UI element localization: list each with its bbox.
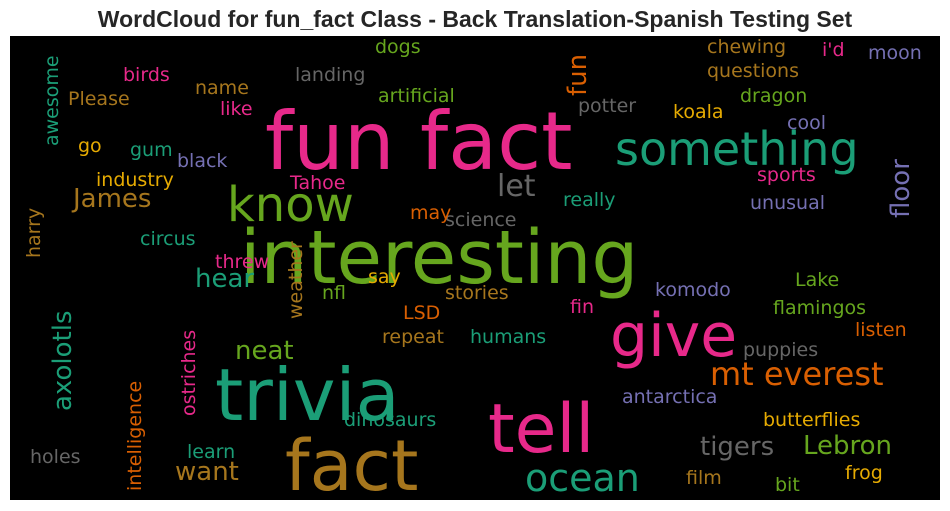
word-tell: tell (488, 390, 595, 469)
word-name: name (195, 77, 249, 99)
word-lsd: LSD (403, 302, 441, 324)
word-antarctica: antarctica (622, 386, 718, 408)
wordcloud-canvas: fun fact interesting trivia fact tell give kno… (10, 36, 940, 500)
word-lake: Lake (795, 269, 840, 291)
word-landing: landing (295, 64, 366, 86)
word-ostriches: ostriches (178, 329, 200, 416)
word-butterflies: butterflies (763, 409, 861, 431)
word-neat: neat (235, 336, 294, 366)
word-holes: holes (30, 446, 81, 468)
word-mt-everest: mt everest (710, 355, 884, 393)
word-intelligence: intelligence (124, 380, 146, 491)
word-industry: industry (96, 169, 174, 191)
word-say: say (368, 266, 401, 288)
word-floor: floor (886, 159, 916, 218)
word-like: like (220, 98, 253, 120)
word-moon: moon (868, 42, 922, 64)
word-dinosaurs: dinosaurs (344, 409, 437, 431)
word-komodo: komodo (655, 279, 731, 301)
word-questions: questions (707, 60, 799, 82)
word-go: go (78, 135, 102, 157)
word-want: want (175, 457, 239, 487)
word-please: Please (68, 88, 130, 110)
word-tigers: tigers (700, 432, 775, 462)
word-artificial: artificial (378, 85, 455, 107)
word-film: film (686, 467, 722, 489)
word-fun-fact: fun fact (265, 95, 573, 188)
word-potter: potter (578, 95, 637, 117)
word-learn: learn (187, 441, 236, 463)
word-ocean: ocean (525, 456, 640, 500)
word-lebron: Lebron (803, 431, 893, 461)
word-awesome: awesome (41, 55, 63, 146)
word-fun: fun (563, 53, 593, 96)
word-really: really (563, 189, 616, 211)
word-birds: birds (123, 64, 170, 86)
chart-title: WordCloud for fun_fact Class - Back Tran… (97, 6, 853, 32)
word-interesting: interesting (240, 215, 639, 301)
word-trivia: trivia (215, 353, 400, 437)
word-james: James (73, 184, 152, 214)
word-give: give (610, 301, 738, 371)
word-hear: hear (195, 264, 255, 294)
word-chewing: chewing (707, 36, 787, 58)
word-may: may (410, 202, 452, 224)
word-frog: frog (845, 462, 883, 484)
word-threw: threw (215, 251, 270, 273)
word-fact: fact (285, 425, 419, 500)
word-bit: bit (775, 474, 800, 496)
word-black: black (177, 150, 228, 172)
word-tahoe: Tahoe (290, 172, 346, 194)
word-harry: harry (23, 207, 45, 258)
word-dogs: dogs (375, 36, 421, 58)
word-weather: weather (285, 241, 307, 319)
word-know: know (227, 177, 354, 233)
word-fin: fin (570, 296, 595, 318)
word-sports: sports (757, 164, 816, 186)
word-flamingos: flamingos (773, 297, 867, 319)
word-koala: koala (673, 101, 724, 123)
word-science: science (445, 209, 517, 231)
word-axolotls: axolotls (48, 310, 78, 411)
word-gum: gum (130, 139, 173, 161)
word-i-d: i'd (822, 39, 845, 61)
word-let: let (497, 169, 536, 204)
word-puppies: puppies (743, 339, 819, 361)
word-stories: stories (445, 282, 509, 304)
word-repeat: repeat (382, 326, 444, 348)
word-something: something (615, 122, 859, 176)
word-humans: humans (470, 326, 547, 348)
word-dragon: dragon (740, 85, 808, 107)
word-cool: cool (787, 112, 826, 134)
word-listen: listen (855, 319, 907, 341)
word-circus: circus (140, 228, 196, 250)
word-unusual: unusual (750, 192, 825, 214)
word-nfl: nfl (322, 282, 347, 304)
